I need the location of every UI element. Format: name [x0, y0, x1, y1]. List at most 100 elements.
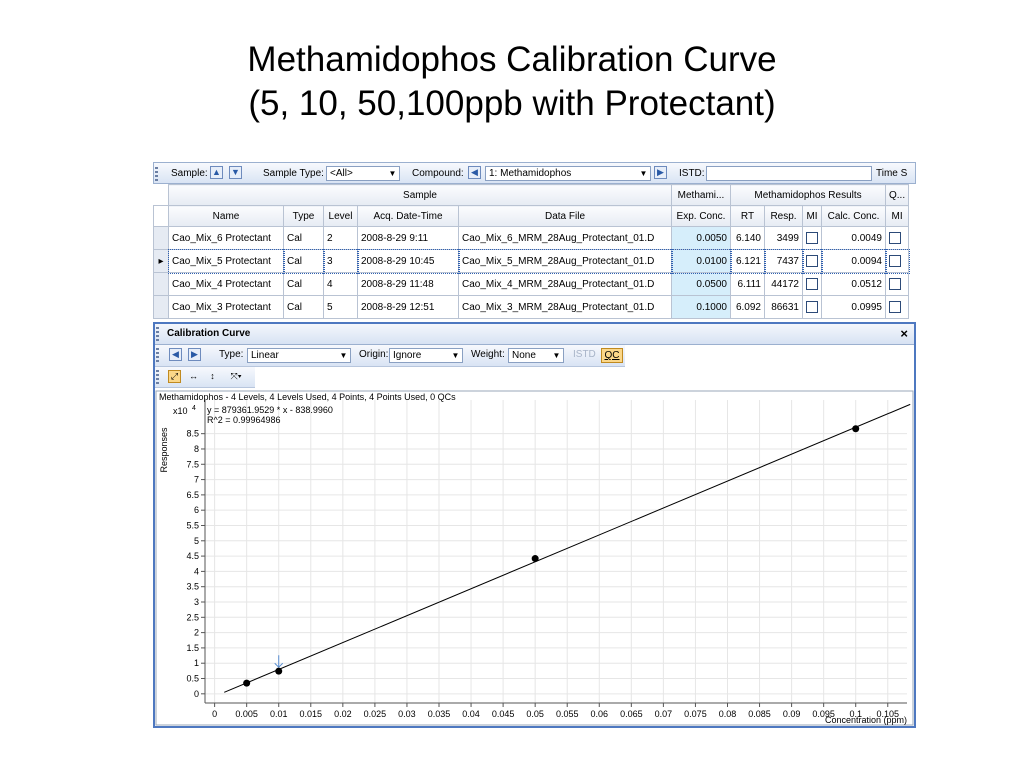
- mi-qual-checkbox[interactable]: [889, 301, 901, 313]
- cell-mi[interactable]: [802, 272, 822, 296]
- col-acq-date[interactable]: Acq. Date-Time: [357, 205, 459, 227]
- row-indicator[interactable]: ▸: [153, 249, 169, 273]
- compound-select[interactable]: 1: Methamidophos ▼: [485, 166, 651, 181]
- col-data-file[interactable]: Data File: [458, 205, 672, 227]
- toolbar-grip-icon[interactable]: [156, 348, 159, 362]
- col-resp[interactable]: Resp.: [764, 205, 803, 227]
- cell-acq[interactable]: 2008-8-29 12:51: [357, 295, 459, 319]
- cell-type[interactable]: Cal: [283, 226, 324, 250]
- col-level[interactable]: Level: [323, 205, 358, 227]
- cell-mi[interactable]: [802, 295, 822, 319]
- toolbar-grip-icon[interactable]: [155, 167, 158, 181]
- mi-checkbox[interactable]: [806, 278, 818, 290]
- group-header-sample[interactable]: Sample: [168, 184, 672, 206]
- cell-rt[interactable]: 6.140: [730, 226, 765, 250]
- row-indicator[interactable]: [153, 272, 169, 296]
- cell-rt[interactable]: 6.111: [730, 272, 765, 296]
- weight-select[interactable]: None ▼: [508, 348, 564, 363]
- cell-mi-qual[interactable]: [884, 295, 910, 319]
- mi-checkbox[interactable]: [806, 232, 818, 244]
- cell-acq[interactable]: 2008-8-29 9:11: [357, 226, 459, 250]
- mi-qual-checkbox[interactable]: [889, 278, 901, 290]
- cell-type[interactable]: Cal: [283, 295, 324, 319]
- zoom-both-icon[interactable]: ⤢: [168, 370, 181, 383]
- cell-acq[interactable]: 2008-8-29 10:45: [356, 248, 460, 274]
- sample-type-select[interactable]: <All> ▼: [326, 166, 400, 181]
- close-icon[interactable]: ×: [900, 326, 908, 341]
- cell-type[interactable]: Cal: [283, 272, 324, 296]
- cell-calc[interactable]: 0.0049: [821, 226, 886, 250]
- cell-exp[interactable]: 0.1000: [671, 295, 731, 319]
- compound-prev-icon[interactable]: ◀: [468, 166, 481, 179]
- group-header-results[interactable]: Methamidophos Results: [730, 184, 886, 206]
- calibration-chart[interactable]: 0 0.005 0.01 0.015 0.02 0.025 0.03 0.035 0.04 0.0…: [155, 390, 914, 726]
- cell-file[interactable]: Cao_Mix_6_MRM_28Aug_Protectant_01.D: [458, 226, 672, 250]
- istd-field[interactable]: [706, 166, 872, 181]
- cell-mi-qual[interactable]: [884, 272, 910, 296]
- cell-exp[interactable]: 0.0500: [671, 272, 731, 296]
- group-header-q[interactable]: Q...: [884, 184, 910, 206]
- cell-level[interactable]: 4: [323, 272, 358, 296]
- col-rt[interactable]: RT: [730, 205, 765, 227]
- table-row[interactable]: Cao_Mix_3 Protectant Cal 5 2008-8-29 12:…: [153, 295, 910, 319]
- col-exp-conc[interactable]: Exp. Conc.: [671, 205, 731, 227]
- group-header-methami[interactable]: Methami...: [671, 184, 731, 206]
- panel-grip-icon[interactable]: [156, 327, 159, 341]
- cell-resp[interactable]: 7437: [763, 248, 804, 274]
- table-row[interactable]: ▸ Cao_Mix_5 Protectant Cal 3 2008-8-29 1…: [153, 248, 910, 274]
- cell-calc[interactable]: 0.0512: [821, 272, 886, 296]
- origin-select[interactable]: Ignore ▼: [389, 348, 463, 363]
- sample-down-icon[interactable]: ▼: [229, 166, 242, 179]
- type-select[interactable]: Linear ▼: [247, 348, 351, 363]
- cell-mi-qual[interactable]: [884, 226, 910, 250]
- cell-mi-qual[interactable]: [884, 248, 910, 274]
- mi-qual-checkbox[interactable]: [889, 232, 901, 244]
- zoom-horizontal-icon[interactable]: ↔: [189, 371, 198, 381]
- cell-mi[interactable]: [802, 226, 822, 250]
- cell-resp[interactable]: 3499: [764, 226, 803, 250]
- cell-level[interactable]: 2: [323, 226, 358, 250]
- compound-next-icon[interactable]: ▶: [654, 166, 667, 179]
- col-calc-conc[interactable]: Calc. Conc.: [821, 205, 886, 227]
- cell-rt[interactable]: 6.121: [729, 248, 766, 274]
- autoscale-icon[interactable]: ⤧▾: [230, 371, 242, 381]
- mi-checkbox[interactable]: [806, 255, 818, 267]
- row-indicator[interactable]: [153, 295, 169, 319]
- cell-resp[interactable]: 44172: [764, 272, 803, 296]
- cell-calc[interactable]: 0.0094: [820, 248, 887, 274]
- col-type[interactable]: Type: [283, 205, 324, 227]
- cell-file[interactable]: Cao_Mix_5_MRM_28Aug_Protectant_01.D: [457, 248, 673, 274]
- sample-up-icon[interactable]: ▲: [210, 166, 223, 179]
- table-row[interactable]: Cao_Mix_4 Protectant Cal 4 2008-8-29 11:…: [153, 272, 910, 296]
- cell-exp[interactable]: 0.0050: [671, 226, 731, 250]
- curve-prev-icon[interactable]: ◀: [169, 348, 182, 361]
- istd-toggle[interactable]: ISTD: [573, 349, 596, 360]
- cell-name[interactable]: Cao_Mix_5 Protectant: [167, 248, 285, 274]
- cell-resp[interactable]: 86631: [764, 295, 803, 319]
- mi-checkbox[interactable]: [806, 301, 818, 313]
- cell-acq[interactable]: 2008-8-29 11:48: [357, 272, 459, 296]
- cell-exp[interactable]: 0.0100: [670, 248, 732, 274]
- cell-name[interactable]: Cao_Mix_6 Protectant: [168, 226, 284, 250]
- cell-name[interactable]: Cao_Mix_3 Protectant: [168, 295, 284, 319]
- curve-next-icon[interactable]: ▶: [188, 348, 201, 361]
- qc-toggle-button[interactable]: QC: [601, 348, 623, 363]
- cell-calc[interactable]: 0.0995: [821, 295, 886, 319]
- cell-level[interactable]: 5: [323, 295, 358, 319]
- cell-file[interactable]: Cao_Mix_4_MRM_28Aug_Protectant_01.D: [458, 272, 672, 296]
- zoom-vertical-icon[interactable]: ↕: [210, 371, 215, 381]
- table-row[interactable]: Cao_Mix_6 Protectant Cal 2 2008-8-29 9:1…: [153, 226, 910, 250]
- cell-rt[interactable]: 6.092: [730, 295, 765, 319]
- col-name[interactable]: Name: [168, 205, 284, 227]
- col-mi[interactable]: MI: [802, 205, 822, 227]
- toolbar-grip-icon[interactable]: [156, 370, 159, 384]
- plot-area[interactable]: 0 0.005 0.01 0.015 0.02 0.025 0.03 0.035 0.04 0.0…: [155, 390, 914, 726]
- cell-name[interactable]: Cao_Mix_4 Protectant: [168, 272, 284, 296]
- mi-qual-checkbox[interactable]: [889, 255, 901, 267]
- row-indicator[interactable]: [153, 226, 169, 250]
- cell-level[interactable]: 3: [322, 248, 359, 274]
- cell-mi[interactable]: [801, 248, 823, 274]
- col-mi-qual[interactable]: MI: [884, 205, 910, 227]
- cell-type[interactable]: Cal: [282, 248, 325, 274]
- cell-file[interactable]: Cao_Mix_3_MRM_28Aug_Protectant_01.D: [458, 295, 672, 319]
